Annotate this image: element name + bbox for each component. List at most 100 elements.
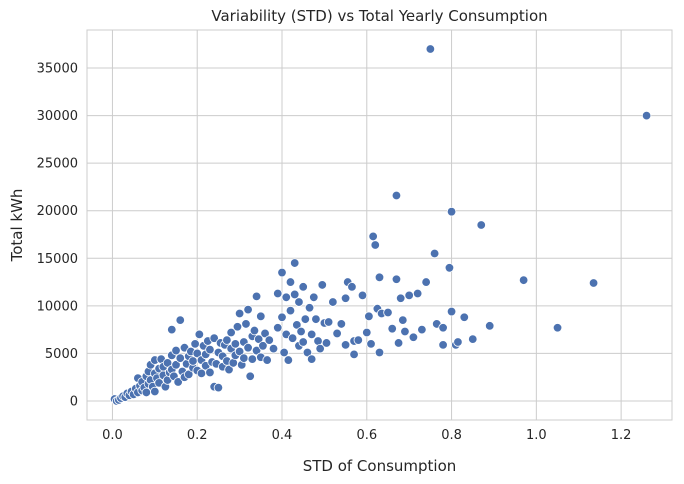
data-point: [171, 345, 181, 356]
data-point: [239, 353, 249, 363]
data-point: [336, 319, 347, 329]
data-point: [249, 325, 260, 336]
data-point: [353, 335, 364, 345]
data-point: [391, 190, 402, 201]
data-point: [362, 327, 372, 338]
data-point: [296, 326, 306, 337]
data-point: [317, 280, 327, 290]
data-point: [323, 317, 334, 327]
data-point: [205, 367, 215, 378]
data-point: [298, 337, 308, 347]
data-point: [328, 297, 338, 307]
x-tick-label: 1.0: [526, 428, 547, 443]
data-point: [194, 329, 205, 340]
data-point: [374, 347, 385, 358]
data-point: [184, 369, 194, 380]
data-point: [340, 340, 351, 350]
data-point: [226, 327, 236, 338]
y-tick-label: 30000: [37, 109, 78, 124]
data-point: [417, 324, 427, 335]
y-tick-label: 10000: [37, 299, 78, 314]
data-point: [251, 345, 262, 356]
data-point: [304, 303, 315, 313]
data-point: [234, 308, 245, 319]
x-tick-label: 0.4: [272, 428, 293, 443]
data-point: [281, 292, 291, 302]
data-point: [253, 334, 264, 344]
data-point: [438, 340, 448, 350]
data-point: [232, 322, 243, 332]
data-point: [552, 323, 563, 333]
x-tick-label: 0.2: [187, 428, 208, 443]
data-point: [391, 274, 402, 284]
data-point: [188, 356, 198, 366]
data-point: [446, 206, 457, 217]
data-point: [262, 355, 272, 365]
data-point: [357, 290, 368, 301]
data-point: [247, 354, 258, 364]
data-point: [150, 386, 160, 397]
data-point: [285, 305, 296, 316]
data-point: [364, 311, 374, 322]
data-point: [429, 248, 440, 259]
data-point: [332, 328, 342, 339]
data-point: [277, 312, 287, 322]
data-point: [245, 371, 255, 381]
data-point: [306, 329, 317, 340]
data-point: [459, 312, 469, 322]
data-point: [321, 338, 332, 348]
data-point: [311, 314, 321, 324]
data-point: [213, 382, 224, 393]
data-point: [256, 311, 266, 322]
data-point: [292, 320, 302, 330]
data-point: [241, 319, 251, 329]
data-point: [641, 110, 652, 121]
y-axis-label: Total kWh: [8, 189, 26, 263]
x-gridlines: [111, 30, 622, 420]
data-point: [476, 220, 486, 230]
data-point: [302, 347, 313, 358]
data-point: [588, 278, 599, 288]
data-point: [294, 297, 304, 307]
data-point: [243, 304, 253, 315]
y-tick-label: 15000: [37, 252, 78, 267]
data-point: [260, 328, 270, 339]
data-point: [398, 315, 408, 325]
data-point: [408, 332, 419, 342]
data-point: [290, 258, 300, 268]
data-point: [171, 360, 181, 370]
data-point: [468, 334, 478, 344]
data-point: [230, 339, 241, 349]
data-point: [393, 338, 404, 348]
data-point: [421, 277, 431, 287]
data-point: [277, 267, 287, 278]
data-point: [298, 282, 308, 292]
data-point: [167, 324, 177, 335]
data-point: [446, 306, 457, 317]
data-point: [205, 344, 215, 355]
x-axis-label: STD of Consumption: [303, 457, 457, 475]
data-point: [190, 339, 200, 349]
y-tick-labels: 0 5000 10000 15000 20000 25000 30000 35000: [37, 62, 78, 410]
x-tick-labels: 0.0 0.2 0.4 0.6 0.8 1.0 1.2: [102, 428, 631, 443]
chart-title: Variability (STD) vs Total Yearly Consum…: [211, 7, 547, 25]
data-point: [340, 293, 351, 303]
data-point: [453, 337, 463, 347]
data-point: [234, 346, 245, 357]
data-point: [400, 326, 410, 337]
data-point: [349, 349, 359, 360]
x-tick-label: 1.2: [611, 428, 632, 443]
data-point: [222, 335, 232, 345]
data-point: [438, 323, 448, 333]
data-point: [412, 288, 423, 299]
y-tick-label: 35000: [37, 62, 78, 77]
data-point: [370, 240, 380, 250]
y-tick-label: 25000: [37, 157, 78, 172]
data-point: [264, 335, 274, 345]
data-point: [273, 323, 283, 333]
data-point: [268, 343, 279, 354]
x-tick-label: 0.0: [102, 428, 123, 443]
data-point: [224, 364, 234, 375]
x-tick-label: 0.6: [356, 428, 377, 443]
